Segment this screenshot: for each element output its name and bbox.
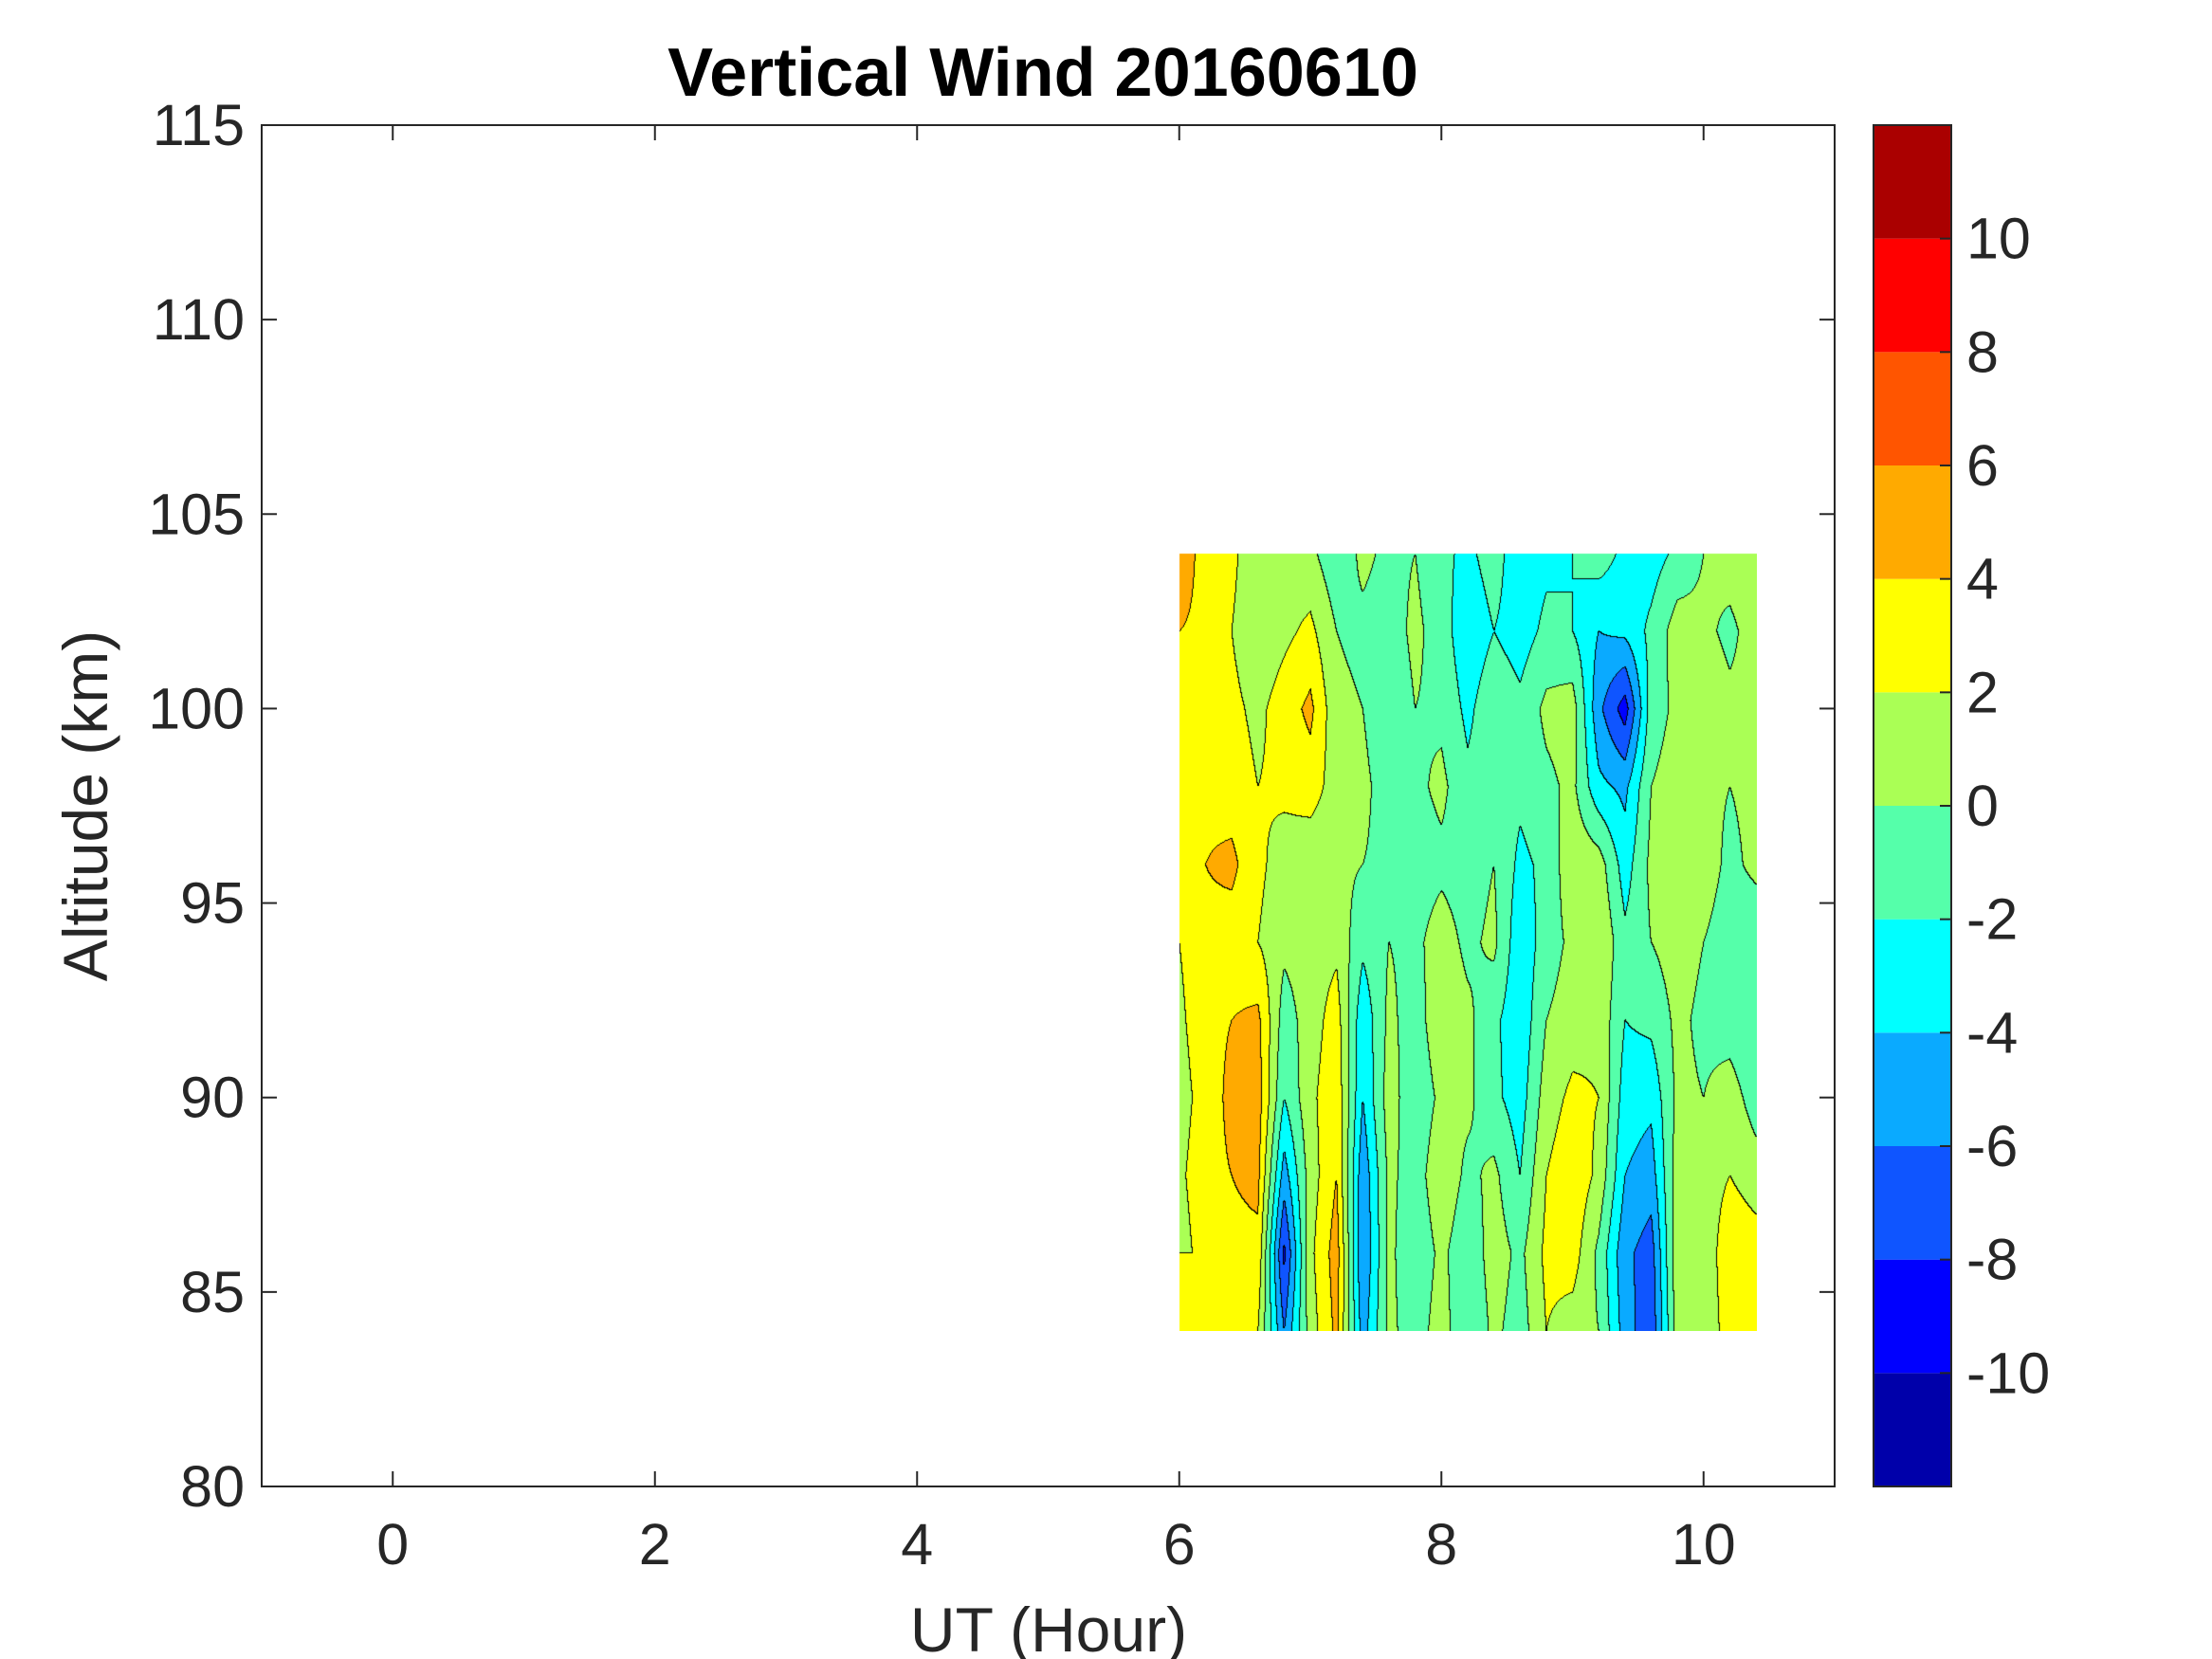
colorbar-tick-label: 10	[1966, 207, 2031, 271]
x-tick-label: 2	[639, 1512, 671, 1577]
colorbar-tick-label: -10	[1966, 1340, 2050, 1405]
colorbar-swatch	[1874, 919, 1951, 1033]
colorbar-tick-label: -8	[1966, 1228, 2018, 1292]
x-tick-label: 6	[1163, 1512, 1196, 1577]
axes-layer	[262, 124, 1835, 1487]
y-tick-label: 110	[153, 287, 245, 352]
colorbar-tick-label: -6	[1966, 1114, 2018, 1178]
y-axis-label: Altitude (km)	[50, 630, 120, 981]
colorbar-swatch	[1874, 352, 1951, 465]
colorbar-swatch	[1874, 1373, 1951, 1486]
x-tick-label: 10	[1672, 1512, 1736, 1577]
colorbar-swatch	[1874, 465, 1951, 579]
y-tick-label: 105	[148, 482, 245, 546]
colorbar-tick-label: 6	[1966, 433, 1999, 498]
colorbar-tick-label: 2	[1966, 660, 1999, 724]
y-tick-label: 95	[180, 871, 245, 936]
x-tick-label: 8	[1425, 1512, 1457, 1577]
x-tick-label: 0	[376, 1512, 409, 1577]
contour-fill	[1179, 553, 1757, 1331]
y-tick-label: 90	[180, 1066, 245, 1130]
x-tick-label: 4	[901, 1512, 933, 1577]
colorbar-swatch	[1874, 692, 1951, 806]
y-tick-labels: 80 85 90 95 100 105 110 115	[148, 93, 245, 1519]
y-tick-label: 115	[153, 93, 245, 157]
colorbar-swatch	[1874, 578, 1951, 693]
plot-frame	[261, 124, 1836, 1487]
colorbar-swatch	[1874, 1259, 1951, 1374]
colorbar-tick-label: -4	[1966, 1000, 2018, 1065]
colorbar-swatch	[1874, 125, 1951, 239]
y-tick-label: 100	[148, 676, 245, 740]
colorbar-swatch	[1874, 806, 1951, 920]
y-tick-label: 85	[180, 1260, 245, 1324]
contour-layer	[1179, 553, 1757, 1331]
y-tick-label: 80	[180, 1454, 245, 1519]
chart-title: Vertical Wind 20160610	[667, 35, 1418, 111]
colorbar-tick-label: 4	[1966, 547, 1999, 611]
colorbar-swatch	[1874, 238, 1951, 353]
colorbar-tick-label: -2	[1966, 887, 2018, 952]
colorbar-tick-label: 0	[1966, 774, 1999, 838]
colorbar: -10 -8 -6 -4 -2 0 2 4 6 8 10	[1873, 124, 2050, 1487]
x-tick-labels: 0 2 4 6 8 10	[376, 1512, 1735, 1577]
x-axis-label: UT (Hour)	[910, 1595, 1187, 1659]
plot-area	[261, 124, 1836, 1487]
colorbar-swatch	[1874, 1032, 1951, 1146]
colorbar-swatch	[1874, 1146, 1951, 1260]
colorbar-tick-label: 8	[1966, 319, 1999, 384]
